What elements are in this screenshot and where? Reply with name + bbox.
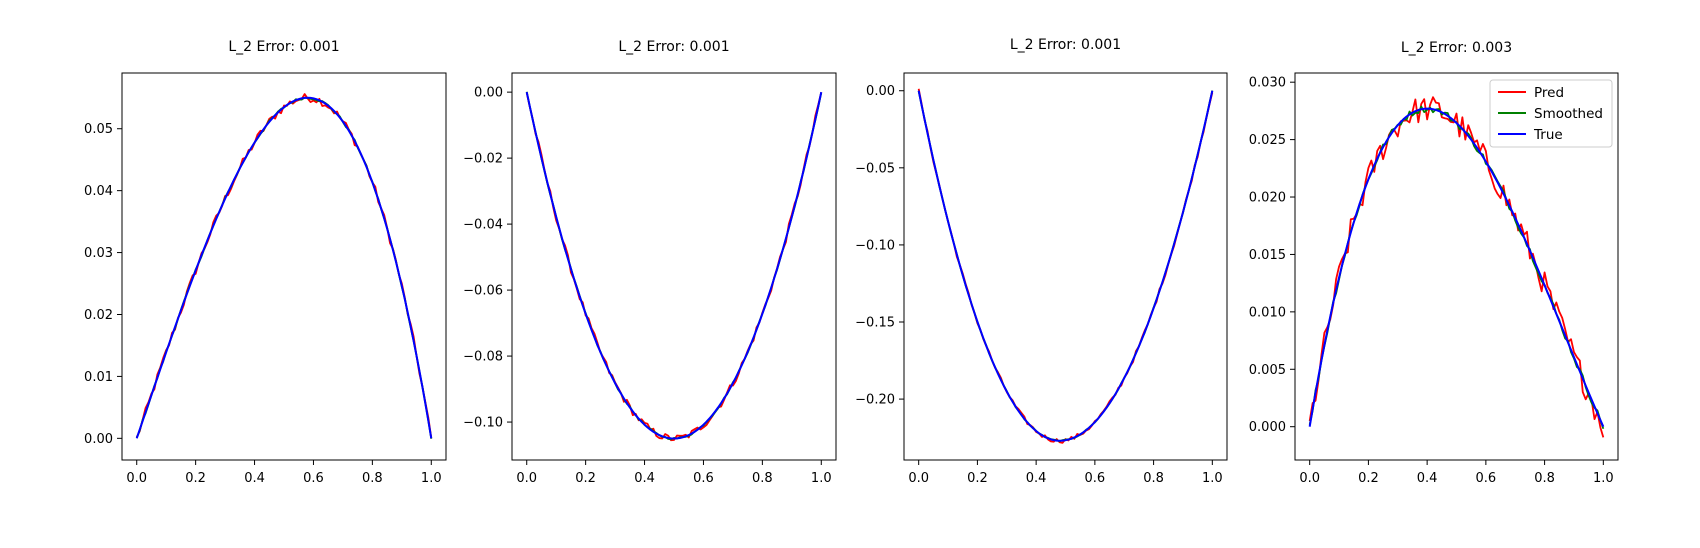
panel-title: L_2 Error: 0.003 (1401, 40, 1512, 56)
y-tick-label: 0.015 (1249, 248, 1286, 263)
y-tick-label: −0.08 (463, 350, 503, 365)
x-tick-label: 0.0 (1299, 471, 1320, 486)
x-tick-label: 1.0 (421, 471, 442, 486)
y-tick-label: 0.030 (1249, 76, 1286, 91)
legend-label: Pred (1534, 85, 1564, 101)
x-tick-label: 0.8 (1534, 471, 1555, 486)
y-tick-label: 0.00 (84, 432, 113, 447)
legend-box (1489, 79, 1613, 148)
y-tick-label: 0.02 (84, 308, 113, 323)
series-smoothed-line (1308, 105, 1605, 430)
legend-label: Smoothed (1534, 106, 1603, 122)
axes-frame (511, 72, 837, 461)
x-tick-label: 0.6 (1085, 471, 1106, 486)
x-tick-label: 1.0 (1202, 471, 1223, 486)
x-tick-label: 0.6 (1476, 471, 1497, 486)
y-tick-label: 0.025 (1249, 133, 1286, 148)
panel-title: L_2 Error: 0.001 (1010, 37, 1121, 53)
axes-frame (903, 72, 1228, 461)
x-tick-label: 0.0 (516, 471, 537, 486)
panel-title: L_2 Error: 0.001 (618, 39, 729, 55)
x-tick-label: 0.0 (126, 471, 147, 486)
x-tick-label: 0.2 (1358, 471, 1379, 486)
x-tick-label: 0.2 (575, 471, 596, 486)
axes-frame (1294, 72, 1619, 461)
x-tick-label: 0.4 (244, 471, 265, 486)
panel-1: L_2 Error: 0.001 0.0 0.2 0.4 0.6 0.8 1.0 0.00 0.… (84, 39, 447, 486)
x-tick-label: 0.8 (362, 471, 383, 486)
y-tick-label: 0.01 (84, 370, 113, 385)
axes-frame (121, 72, 447, 461)
series-true-line (525, 91, 823, 440)
y-tick-label: 0.010 (1249, 305, 1286, 320)
y-tick-label: −0.05 (855, 161, 895, 176)
x-tick-label: 1.0 (811, 471, 832, 486)
x-tick-label: 0.0 (908, 471, 929, 486)
y-tick-label: −0.10 (855, 238, 895, 253)
y-tick-label: −0.10 (463, 416, 503, 431)
x-tick-label: 0.6 (693, 471, 714, 486)
x-tick-label: 0.4 (634, 471, 655, 486)
y-tick-label: −0.15 (855, 316, 895, 331)
x-tick-label: 1.0 (1593, 471, 1614, 486)
series-true-line (135, 96, 433, 439)
panel-title: L_2 Error: 0.001 (228, 39, 339, 55)
y-tick-label: −0.06 (463, 284, 503, 299)
panel-2: L_2 Error: 0.001 0.0 0.2 0.4 0.6 0.8 1.0 0.00 −0… (463, 39, 837, 486)
x-tick-label: 0.2 (967, 471, 988, 486)
series-pred-line (1308, 96, 1605, 438)
x-tick-label: 0.2 (185, 471, 206, 486)
y-tick-label: 0.00 (866, 84, 895, 99)
y-tick-label: −0.02 (463, 152, 503, 167)
series-true-line (917, 90, 1214, 442)
panel-3: L_2 Error: 0.001 0.0 0.2 0.4 0.6 0.8 1.0 0.00 −0… (855, 37, 1228, 486)
x-tick-label: 0.4 (1417, 471, 1438, 486)
legend: Pred Smoothed True (1489, 79, 1613, 148)
y-tick-label: 0.000 (1249, 420, 1286, 435)
y-tick-label: −0.04 (463, 218, 503, 233)
y-tick-label: 0.00 (474, 86, 503, 101)
legend-label: True (1533, 127, 1563, 143)
x-tick-label: 0.6 (303, 471, 324, 486)
y-tick-label: 0.03 (84, 246, 113, 261)
x-tick-label: 0.8 (752, 471, 773, 486)
y-tick-label: 0.020 (1249, 191, 1286, 206)
x-tick-label: 0.8 (1143, 471, 1164, 486)
y-tick-label: 0.04 (84, 184, 113, 199)
series-true-line (1308, 107, 1605, 428)
y-tick-label: 0.005 (1249, 363, 1286, 378)
y-tick-label: −0.20 (855, 393, 895, 408)
y-tick-label: 0.05 (84, 122, 113, 137)
series-pred-line (135, 93, 433, 438)
x-tick-label: 0.4 (1026, 471, 1047, 486)
series-smoothed-line (135, 96, 433, 439)
panel-4: L_2 Error: 0.003 0.0 0.2 0.4 0.6 0.8 1.0 0.000 0… (1249, 40, 1619, 486)
